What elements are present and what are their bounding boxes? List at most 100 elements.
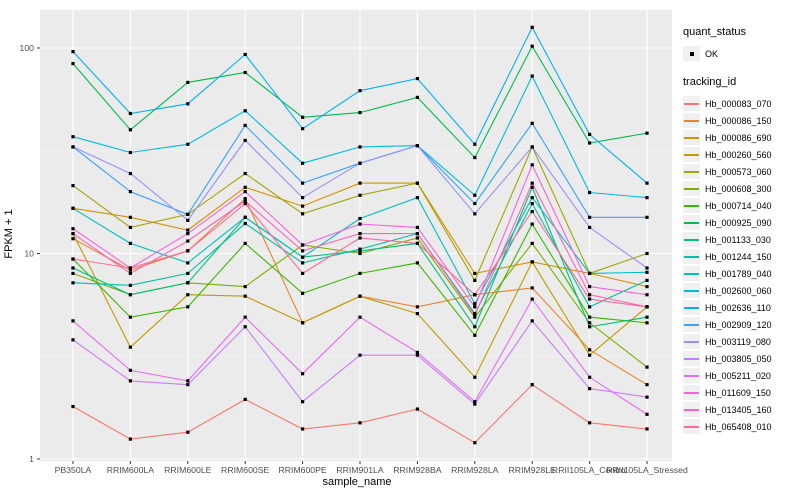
x-tick-label: RRIM928LA xyxy=(451,465,499,475)
data-point xyxy=(301,212,305,216)
data-point xyxy=(530,222,534,226)
legend-key-swatch xyxy=(683,368,700,383)
legend-item-label: Hb_003805_050 xyxy=(705,353,772,364)
data-point xyxy=(530,297,534,301)
data-point xyxy=(358,315,362,319)
legend-key-swatch xyxy=(683,46,700,61)
data-point xyxy=(645,196,649,200)
data-point xyxy=(358,271,362,276)
data-point xyxy=(71,206,75,210)
x-tick-label: RRIM600SE xyxy=(221,465,269,475)
data-point xyxy=(473,305,477,309)
data-point xyxy=(358,247,362,251)
data-point xyxy=(243,241,247,245)
data-point xyxy=(186,430,190,434)
x-tick-label: RRII105LA_Stressed xyxy=(606,465,688,475)
data-point xyxy=(358,110,362,115)
data-point xyxy=(301,127,305,131)
data-point xyxy=(243,325,247,329)
data-point xyxy=(301,115,305,119)
legend-item: Hb_000083_070 xyxy=(683,95,798,112)
data-point xyxy=(301,271,305,276)
data-point xyxy=(530,185,534,189)
x-tick-label: RRIM901LA xyxy=(336,465,384,475)
x-tick-label: RRII105LA_Control xyxy=(552,465,627,475)
data-point xyxy=(186,293,190,297)
legend-group-tracking-id: tracking_id Hb_000083_070 Hb_000086_150 Hb… xyxy=(683,76,798,435)
data-point xyxy=(186,271,190,276)
data-point xyxy=(301,291,305,295)
data-point xyxy=(243,221,247,226)
data-point xyxy=(243,171,247,176)
legend-item-label: Hb_000260_560 xyxy=(705,149,772,160)
data-point xyxy=(645,412,649,416)
data-point xyxy=(530,25,534,29)
series-line-icon xyxy=(684,153,699,156)
data-point xyxy=(301,249,305,253)
x-axis-title: sample_name xyxy=(322,476,392,488)
data-point xyxy=(415,95,419,99)
data-point xyxy=(358,89,362,93)
data-point xyxy=(243,196,247,201)
data-point xyxy=(473,311,477,316)
data-point xyxy=(530,260,534,264)
data-point xyxy=(645,395,649,399)
data-point xyxy=(128,345,132,349)
data-point xyxy=(128,128,132,132)
series-line-icon xyxy=(684,102,699,105)
data-point xyxy=(186,102,190,106)
data-point xyxy=(645,215,649,219)
data-point xyxy=(588,132,592,136)
data-point xyxy=(243,199,247,203)
legend-item-label: Hb_013405_160 xyxy=(705,404,772,415)
legend-item-label: Hb_002600_060 xyxy=(705,285,772,296)
data-point xyxy=(473,155,477,160)
data-point xyxy=(128,150,132,155)
legend-key-swatch xyxy=(683,130,700,145)
data-point xyxy=(71,281,75,285)
data-point xyxy=(128,315,132,319)
data-point xyxy=(588,141,592,145)
data-point xyxy=(473,193,477,197)
panel-background xyxy=(40,10,672,461)
legend-item: Hb_000925_090 xyxy=(683,214,798,231)
data-point xyxy=(645,131,649,135)
data-point xyxy=(128,379,132,383)
y-tick-label: 10 xyxy=(24,249,34,259)
data-point xyxy=(358,231,362,236)
data-point xyxy=(358,161,362,165)
data-point xyxy=(415,241,419,245)
data-point xyxy=(358,193,362,197)
legend-item-label: Hb_002636_110 xyxy=(705,302,771,313)
data-point xyxy=(415,305,419,309)
data-point xyxy=(243,294,247,298)
legend-item: Hb_000260_560 xyxy=(683,146,798,163)
legend-item-label: OK xyxy=(705,48,719,59)
data-point xyxy=(530,196,534,200)
legend-item-label: Hb_011609_150 xyxy=(705,387,771,398)
legend-item-label: Hb_065408_010 xyxy=(705,421,772,432)
data-point xyxy=(530,209,534,214)
legend-title-tracking-id: tracking_id xyxy=(683,76,737,88)
data-point xyxy=(71,231,75,236)
legend-key-swatch xyxy=(683,402,700,417)
data-point xyxy=(645,293,649,297)
ok-point-icon xyxy=(689,51,694,56)
legend-item: Hb_005211_020 xyxy=(683,367,798,384)
data-point xyxy=(530,44,534,48)
data-point xyxy=(128,437,132,441)
data-point xyxy=(243,185,247,189)
data-point xyxy=(645,305,649,309)
data-point xyxy=(301,204,305,208)
series-line-icon xyxy=(684,170,699,173)
legend-key-swatch xyxy=(683,147,700,162)
data-point xyxy=(645,181,649,185)
data-point xyxy=(645,278,649,282)
data-point xyxy=(473,315,477,319)
legend-item-label: Hb_003119_080 xyxy=(705,336,771,347)
series-line-icon xyxy=(684,238,699,241)
data-point xyxy=(588,285,592,289)
data-point xyxy=(588,375,592,379)
data-point xyxy=(243,315,247,319)
